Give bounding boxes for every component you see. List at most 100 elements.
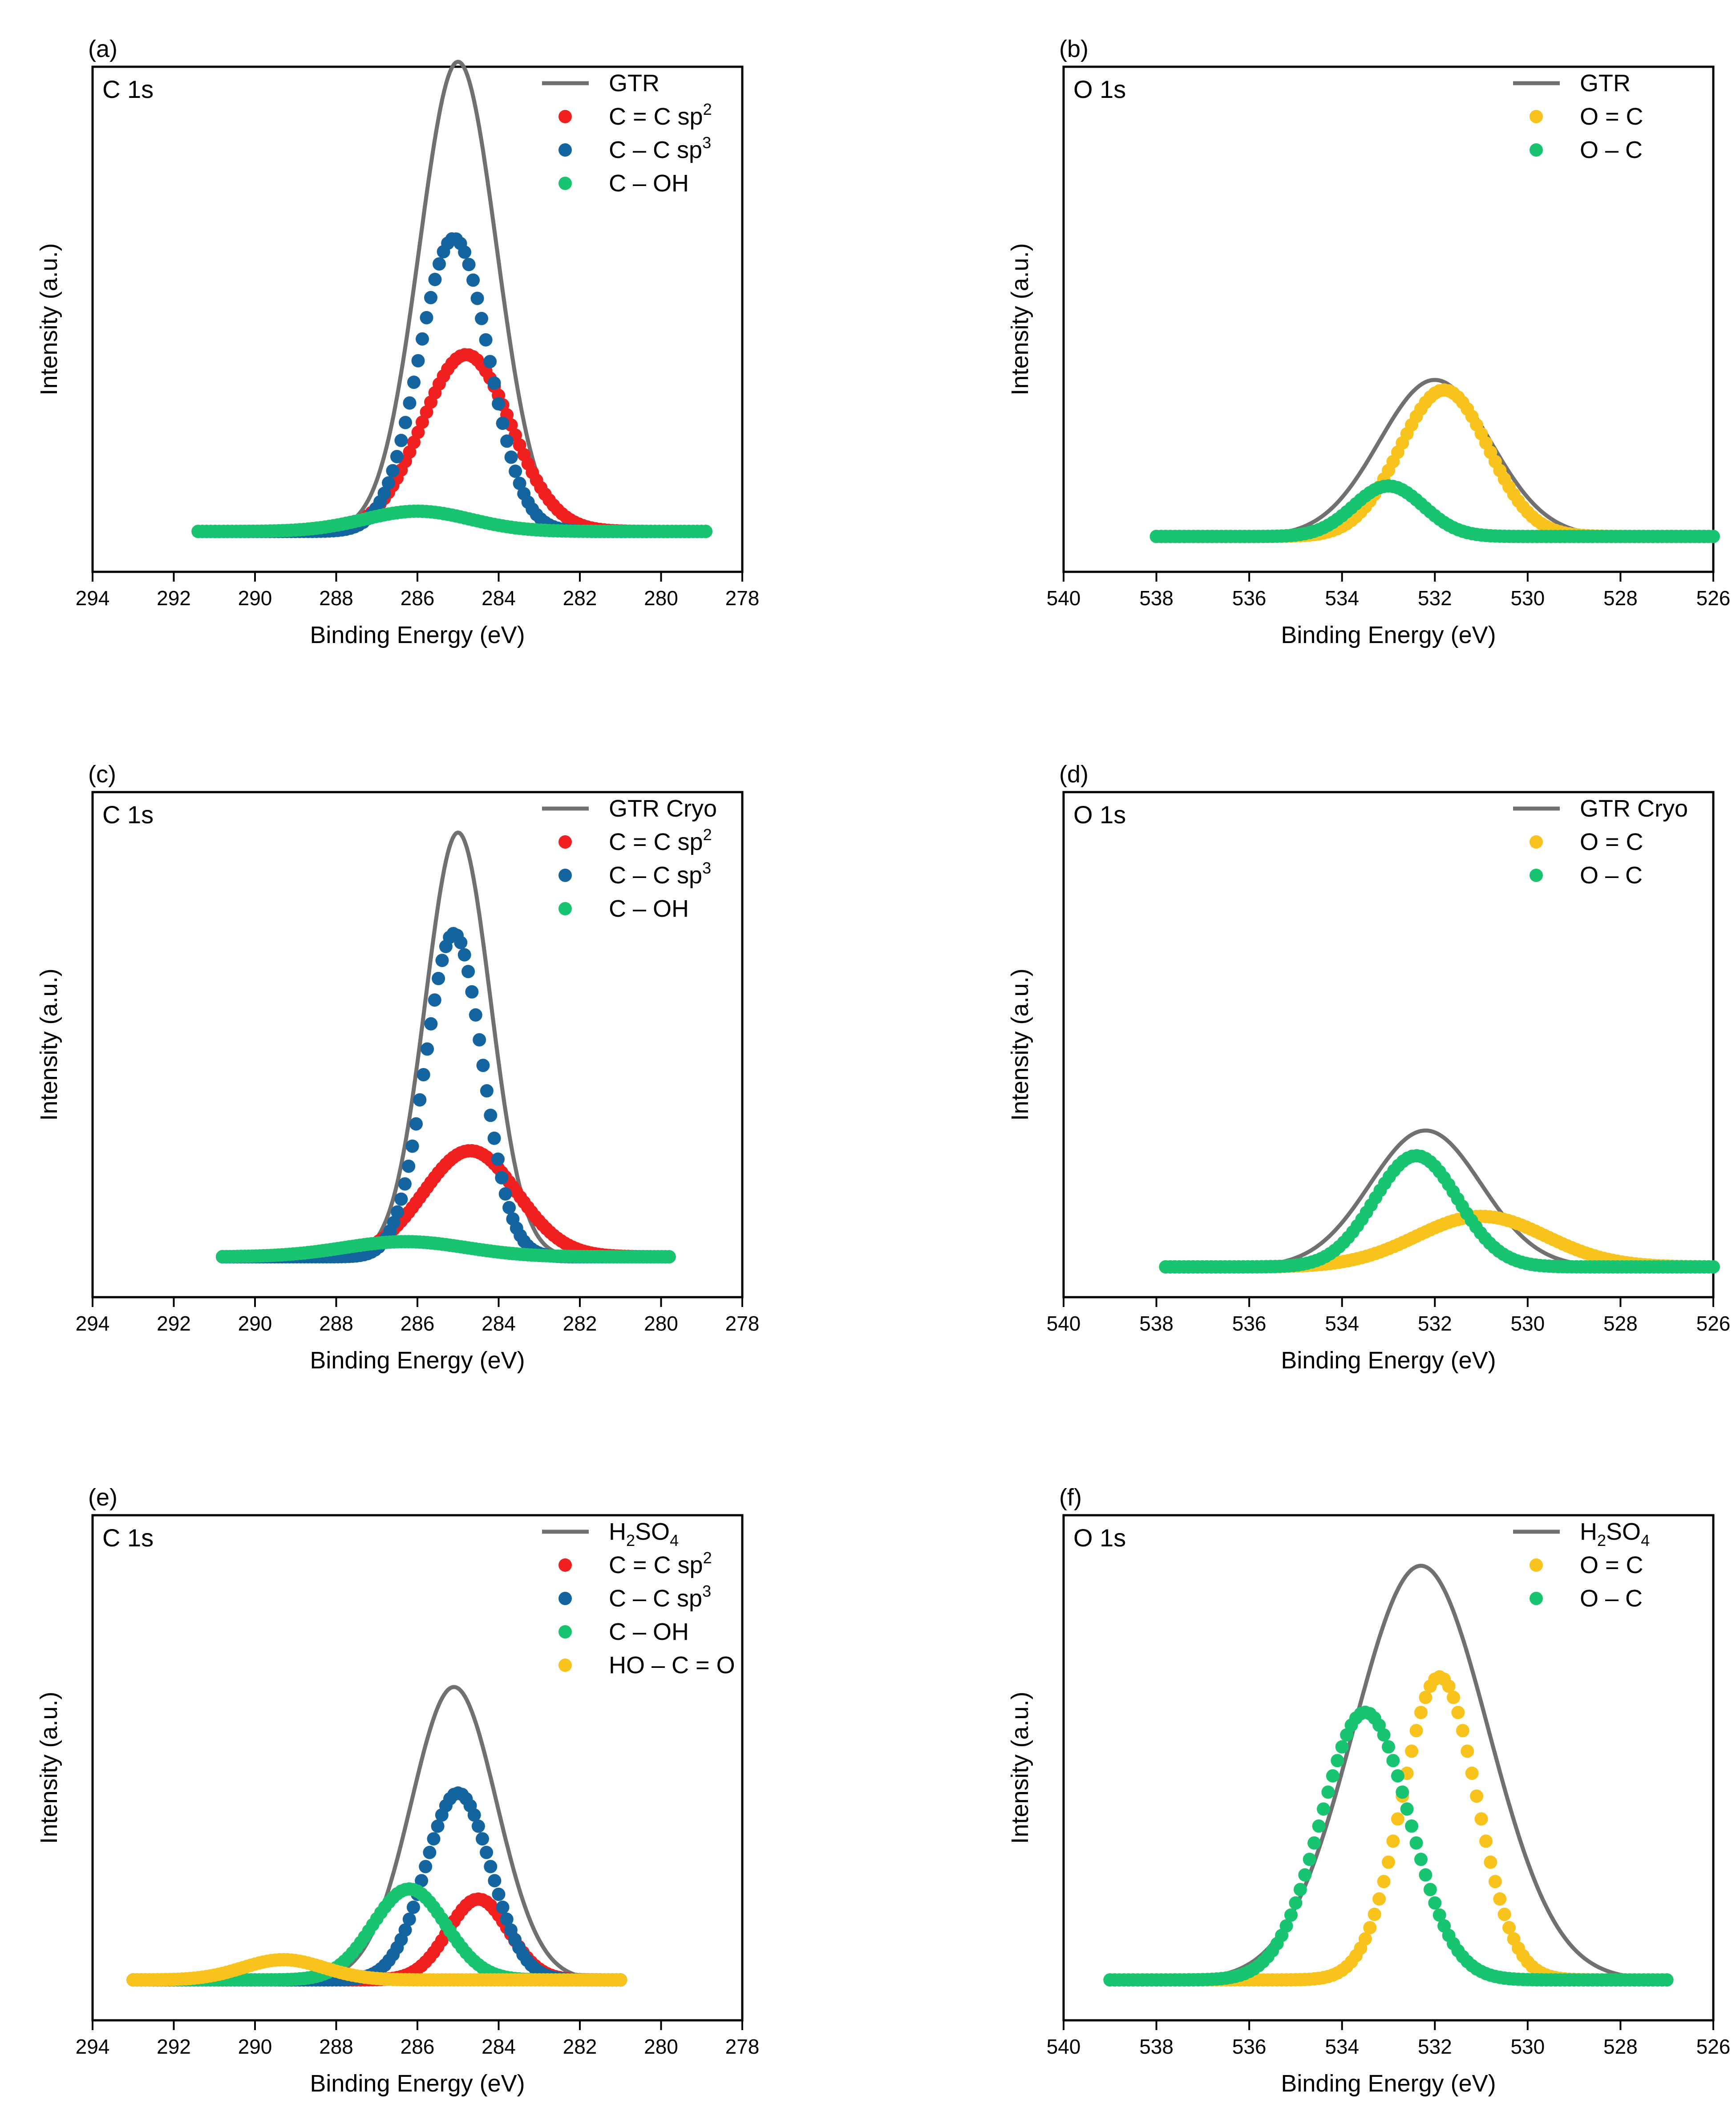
data-point — [495, 1171, 509, 1185]
x-axis-title: Binding Energy (eV) — [310, 1347, 525, 1374]
series-1 — [216, 927, 676, 1264]
legend-entry-label: C – OH — [609, 170, 689, 197]
data-point — [476, 1059, 490, 1072]
x-tick-label: 534 — [1325, 2035, 1359, 2058]
data-point — [502, 1201, 516, 1214]
legend-marker-swatch — [558, 835, 572, 849]
data-point — [1382, 1855, 1395, 1869]
y-axis-title: Intensity (a.u.) — [36, 968, 62, 1121]
legend-entry-label: C – OH — [609, 895, 689, 922]
x-tick-label: 288 — [319, 2035, 353, 2058]
data-point — [1312, 1819, 1326, 1833]
data-point — [420, 311, 433, 324]
data-point — [462, 258, 476, 271]
legend-text-part: GTR — [1580, 70, 1631, 97]
legend-text-part: GTR — [609, 70, 660, 97]
y-axis-title: Intensity (a.u.) — [36, 1691, 62, 1844]
data-point — [1660, 1973, 1674, 1987]
legend-entry-label: O – C — [1580, 862, 1643, 889]
y-axis-title: Intensity (a.u.) — [1007, 1691, 1033, 1844]
data-point — [1493, 1892, 1507, 1906]
x-tick-label: 528 — [1603, 587, 1638, 610]
envelope-line — [1110, 1564, 1667, 1982]
x-tick-label: 288 — [319, 1312, 353, 1335]
data-point — [398, 1923, 412, 1937]
data-point — [1488, 1875, 1502, 1889]
data-point — [406, 1901, 420, 1914]
data-point — [461, 965, 475, 979]
x-tick-label: 292 — [157, 2035, 191, 2058]
data-point — [484, 1860, 498, 1873]
x-tick-label: 536 — [1232, 1312, 1267, 1335]
legend-entry-label: C – OH — [609, 1618, 689, 1645]
legend-text-part: 3 — [702, 859, 711, 877]
x-tick-label: 534 — [1325, 587, 1359, 610]
series-2 — [191, 504, 712, 538]
data-point — [428, 273, 442, 286]
legend: GTR C = C sp2 C – C sp3 C – OH — [542, 70, 712, 197]
x-tick-label: 532 — [1418, 587, 1452, 610]
data-point — [423, 1845, 437, 1859]
legend-marker-swatch — [558, 902, 572, 915]
panel-label: (f) — [1059, 1484, 1082, 1511]
legend-entry-label: H2SO4 — [1580, 1518, 1650, 1550]
panel-label: (e) — [88, 1484, 117, 1511]
core-level-label: C 1s — [102, 75, 154, 103]
x-tick-label: 538 — [1139, 1312, 1174, 1335]
data-point — [1326, 1769, 1339, 1783]
x-tick-label: 290 — [238, 587, 272, 610]
plot-frame — [1062, 65, 1715, 573]
data-point — [500, 434, 514, 448]
x-tick-label: 294 — [76, 2035, 110, 2058]
envelope-line — [133, 1685, 621, 1982]
data-point — [1447, 1691, 1460, 1704]
legend-text-part: C = C sp — [609, 829, 703, 855]
panel-label: (a) — [88, 36, 117, 62]
data-point — [419, 1860, 433, 1873]
data-point — [428, 993, 441, 1007]
data-point — [416, 332, 429, 346]
data-point — [1363, 1921, 1377, 1934]
data-point — [1317, 1802, 1330, 1816]
data-point — [465, 985, 479, 999]
chart-panel-d: (d) O 1s 540 538 536 534 532 530 528 526 Binding E… — [1007, 761, 1730, 1374]
data-point — [1502, 1921, 1516, 1934]
legend-entry-label: O – C — [1580, 137, 1643, 163]
x-tick-label: 286 — [401, 2035, 435, 2058]
data-point — [427, 1832, 441, 1846]
legend-marker-swatch — [1530, 143, 1543, 157]
data-point — [1470, 1789, 1484, 1803]
data-point — [699, 525, 712, 538]
data-point — [394, 433, 408, 447]
data-point — [513, 477, 526, 490]
data-point — [1368, 1907, 1381, 1921]
data-point — [1293, 1883, 1307, 1897]
x-tick-label: 540 — [1047, 587, 1081, 610]
x-tick-label: 278 — [725, 2035, 760, 2058]
data-point — [1279, 1919, 1293, 1933]
series-1 — [1159, 1149, 1720, 1274]
data-point — [1456, 1724, 1469, 1737]
legend-marker-swatch — [558, 177, 572, 190]
data-point — [1284, 1908, 1298, 1922]
x-axis-title: Binding Energy (eV) — [1281, 2070, 1496, 2097]
legend-marker-swatch — [558, 869, 572, 882]
x-tick-label: 286 — [401, 587, 435, 610]
x-tick-label: 280 — [644, 1312, 678, 1335]
envelope-line — [222, 830, 670, 1259]
data-point — [500, 1912, 514, 1926]
data-point — [1707, 1260, 1720, 1274]
x-axis-title: Binding Energy (eV) — [310, 2070, 525, 2097]
legend-text-part: C = C sp — [609, 103, 703, 130]
data-point — [466, 273, 480, 287]
x-tick-label: 528 — [1603, 1312, 1638, 1335]
x-tick-label: 526 — [1696, 587, 1731, 610]
x-tick-label: 540 — [1047, 1312, 1081, 1335]
chart-panel-e: (e) C 1s 294 292 290 288 286 284 282 280 278 Bindin… — [36, 1484, 759, 2097]
data-point — [431, 1819, 445, 1833]
legend-text-part: H — [1580, 1518, 1597, 1545]
data-point — [1474, 1812, 1488, 1826]
